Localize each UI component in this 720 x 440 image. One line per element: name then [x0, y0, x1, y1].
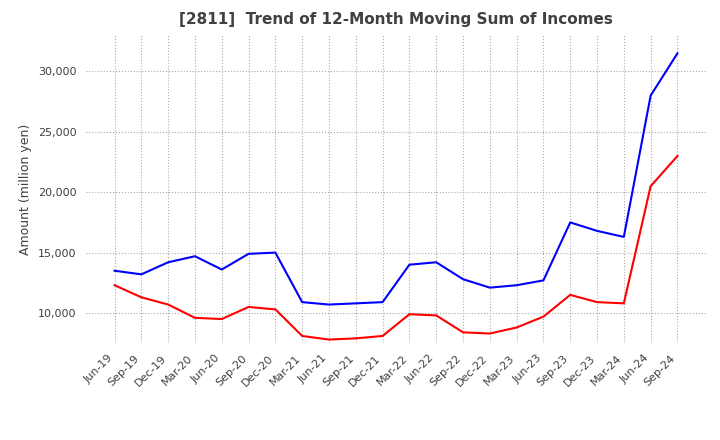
Y-axis label: Amount (million yen): Amount (million yen) — [19, 124, 32, 255]
Net Income — [432, 313, 441, 318]
Ordinary Income — [271, 250, 279, 255]
Ordinary Income — [137, 272, 145, 277]
Ordinary Income — [325, 302, 333, 307]
Net Income — [164, 302, 173, 307]
Net Income — [566, 292, 575, 297]
Net Income — [217, 316, 226, 322]
Ordinary Income — [432, 260, 441, 265]
Net Income — [325, 337, 333, 342]
Net Income — [110, 282, 119, 288]
Ordinary Income — [566, 220, 575, 225]
Ordinary Income — [513, 282, 521, 288]
Ordinary Income — [217, 267, 226, 272]
Ordinary Income — [351, 301, 360, 306]
Title: [2811]  Trend of 12-Month Moving Sum of Incomes: [2811] Trend of 12-Month Moving Sum of I… — [179, 12, 613, 27]
Net Income — [513, 325, 521, 330]
Ordinary Income — [673, 51, 682, 56]
Ordinary Income — [593, 228, 601, 234]
Net Income — [271, 307, 279, 312]
Ordinary Income — [244, 251, 253, 257]
Ordinary Income — [539, 278, 548, 283]
Net Income — [539, 314, 548, 319]
Net Income — [244, 304, 253, 310]
Ordinary Income — [647, 93, 655, 98]
Net Income — [405, 312, 414, 317]
Net Income — [351, 336, 360, 341]
Ordinary Income — [110, 268, 119, 273]
Ordinary Income — [298, 300, 307, 305]
Line: Net Income: Net Income — [114, 156, 678, 340]
Ordinary Income — [485, 285, 494, 290]
Net Income — [191, 315, 199, 320]
Net Income — [485, 331, 494, 336]
Net Income — [298, 334, 307, 339]
Net Income — [619, 301, 628, 306]
Net Income — [137, 295, 145, 300]
Net Income — [459, 330, 467, 335]
Ordinary Income — [378, 300, 387, 305]
Ordinary Income — [619, 234, 628, 239]
Ordinary Income — [191, 253, 199, 259]
Net Income — [378, 334, 387, 339]
Ordinary Income — [405, 262, 414, 268]
Net Income — [673, 154, 682, 159]
Net Income — [593, 300, 601, 305]
Net Income — [647, 183, 655, 189]
Ordinary Income — [164, 260, 173, 265]
Line: Ordinary Income: Ordinary Income — [114, 53, 678, 304]
Ordinary Income — [459, 277, 467, 282]
